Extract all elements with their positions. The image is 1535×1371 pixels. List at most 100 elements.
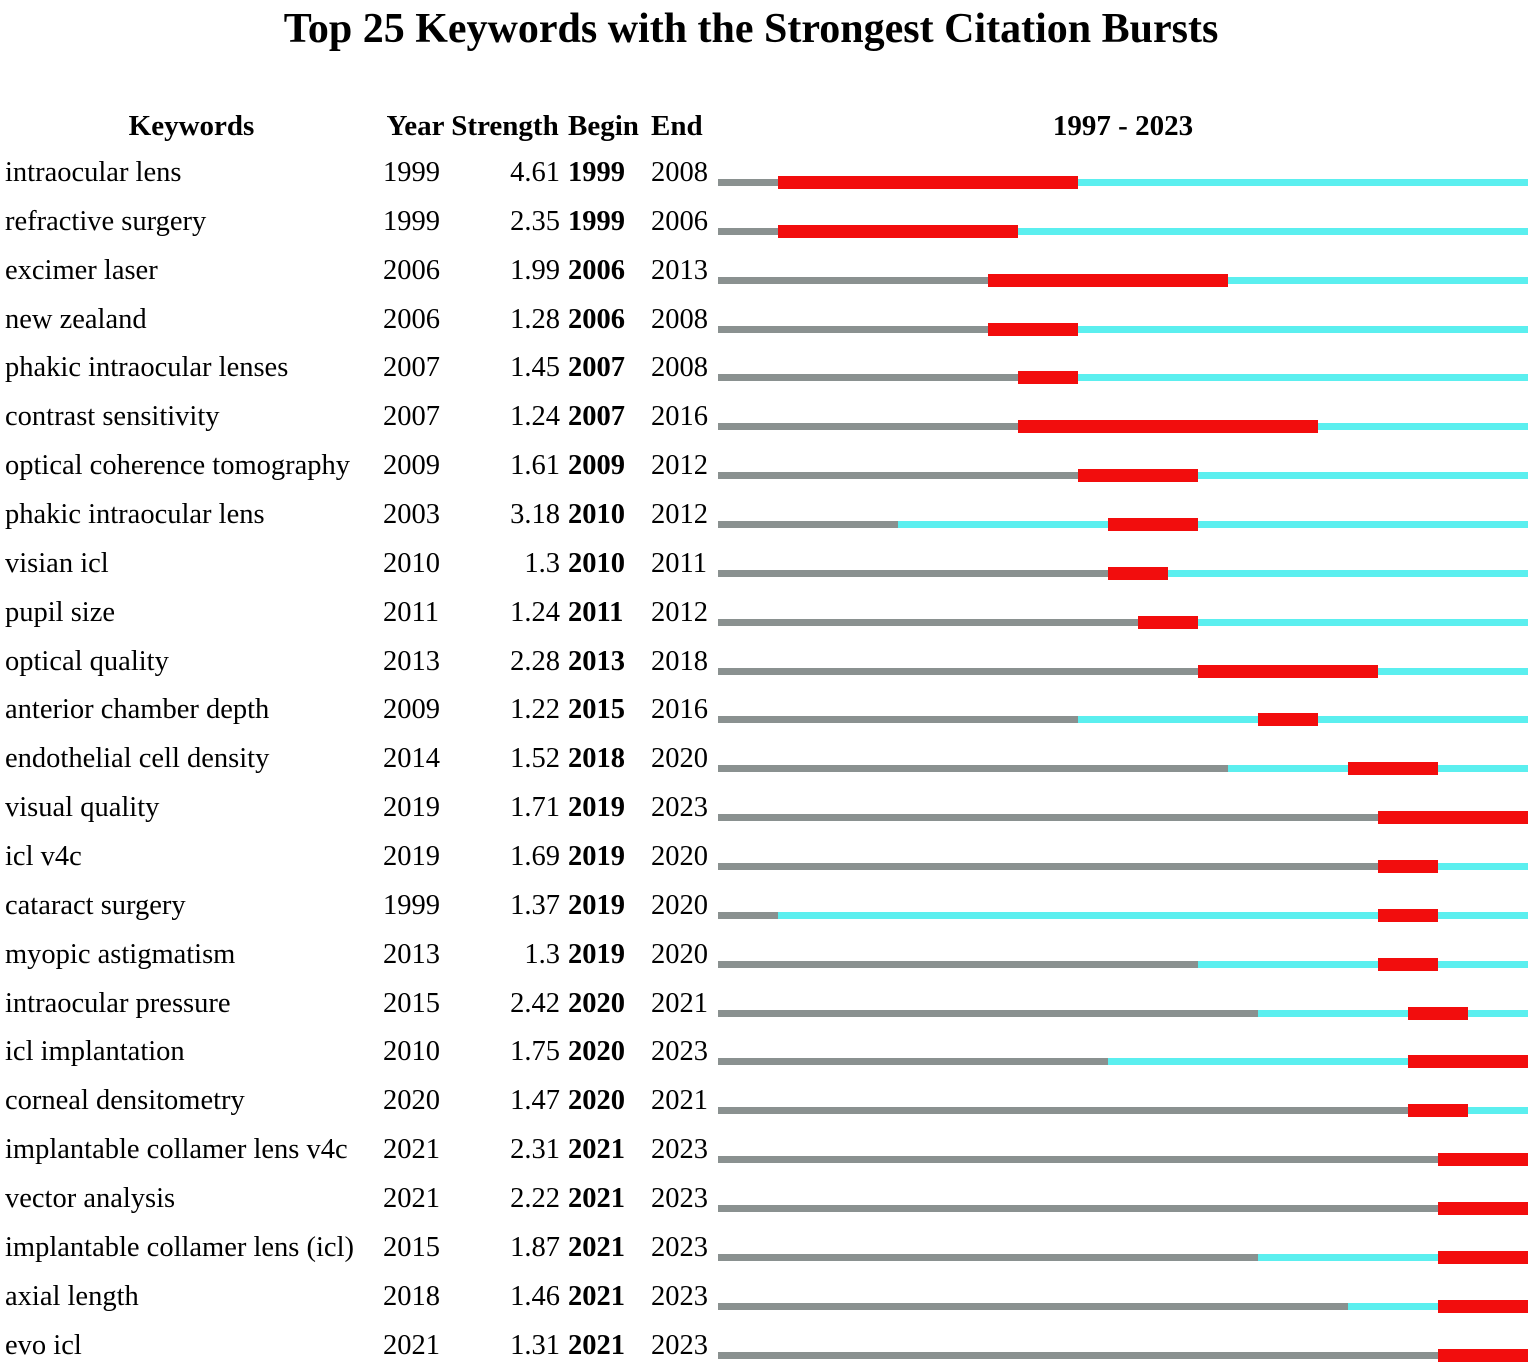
keyword-cell: visual quality: [5, 792, 160, 824]
table-row: visian icl 2010 1.3 2010 2011: [0, 541, 1535, 590]
burst-timeline-bar: [718, 469, 1528, 483]
strength-cell: 1.31: [510, 1329, 560, 1361]
burst-segment: [1438, 1202, 1528, 1216]
strength-cell: 4.61: [510, 157, 560, 188]
burst-segment: [1018, 420, 1318, 434]
strength-cell: 1.24: [510, 596, 560, 628]
burst-segment: [1258, 713, 1318, 727]
pre-period-segment: [718, 863, 1378, 871]
keyword-cell: icl v4c: [5, 841, 82, 873]
active-period-segment: [1438, 911, 1528, 919]
end-cell: 2011: [651, 547, 707, 579]
begin-cell: 2006: [568, 303, 625, 335]
pre-period-segment: [718, 472, 1078, 480]
burst-segment: [988, 322, 1078, 336]
burst-segment: [1438, 1153, 1528, 1167]
year-cell: 2009: [383, 694, 440, 726]
begin-cell: 2021: [568, 1329, 625, 1361]
burst-timeline-bar: [718, 1104, 1528, 1118]
burst-timeline-bar: [718, 566, 1528, 580]
keyword-cell: phakic intraocular lens: [5, 499, 265, 531]
year-cell: 2010: [383, 1036, 440, 1068]
end-cell: 2012: [651, 499, 708, 531]
year-cell: 2013: [383, 938, 440, 970]
burst-segment: [1108, 518, 1198, 532]
table-row: implantable collamer lens (icl) 2015 1.8…: [0, 1225, 1535, 1274]
burst-timeline-bar: [718, 860, 1528, 874]
year-cell: 2019: [383, 792, 440, 824]
col-header-year-range: 1997 - 2023: [1052, 110, 1194, 142]
end-cell: 2021: [651, 1085, 708, 1117]
year-cell: 2021: [383, 1329, 440, 1361]
burst-timeline-bar: [718, 322, 1528, 336]
burst-timeline-bar: [718, 1006, 1528, 1020]
burst-timeline-bar: [718, 1153, 1528, 1167]
begin-cell: 2013: [568, 645, 625, 677]
burst-segment: [1438, 1299, 1528, 1313]
burst-segment: [1138, 615, 1198, 629]
table-row: evo icl 2021 1.31 2021 2023: [0, 1323, 1535, 1371]
end-cell: 2020: [651, 743, 708, 775]
keyword-cell: axial length: [5, 1280, 139, 1312]
begin-cell: 2019: [568, 841, 625, 873]
keyword-cell: anterior chamber depth: [5, 694, 270, 726]
end-cell: 2016: [651, 401, 708, 433]
pre-period-segment: [718, 667, 1198, 675]
year-cell: 1999: [383, 889, 440, 921]
pre-period-segment: [718, 521, 898, 529]
active-period-segment: [1198, 521, 1528, 529]
burst-segment: [1348, 762, 1438, 776]
active-period-segment: [1258, 1009, 1408, 1017]
active-period-segment: [1438, 863, 1528, 871]
year-cell: 2021: [383, 1183, 440, 1215]
burst-timeline-bar: [718, 1202, 1528, 1216]
burst-timeline-bar: [718, 762, 1528, 776]
year-cell: 2003: [383, 499, 440, 531]
active-period-segment: [1198, 618, 1528, 626]
keyword-cell: evo icl: [5, 1329, 82, 1361]
table-row: contrast sensitivity 2007 1.24 2007 2016: [0, 394, 1535, 443]
table-row: new zealand 2006 1.28 2006 2008: [0, 297, 1535, 346]
active-period-segment: [1468, 1009, 1528, 1017]
col-header-year: Year: [386, 110, 445, 142]
keyword-cell: implantable collamer lens v4c: [5, 1134, 348, 1166]
pre-period-segment: [718, 374, 1018, 382]
pre-period-segment: [718, 716, 1078, 724]
end-cell: 2020: [651, 938, 708, 970]
year-cell: 2006: [383, 254, 440, 286]
end-cell: 2023: [651, 792, 708, 824]
keyword-cell: visian icl: [5, 547, 109, 579]
begin-cell: 2009: [568, 450, 625, 482]
keyword-cell: corneal densitometry: [5, 1085, 245, 1117]
keyword-cell: endothelial cell density: [5, 743, 270, 775]
keyword-cell: new zealand: [5, 303, 147, 335]
end-cell: 2008: [651, 352, 708, 384]
pre-period-segment: [718, 569, 1108, 577]
burst-segment: [1378, 908, 1438, 922]
keyword-cell: intraocular lens: [5, 157, 182, 188]
begin-cell: 1999: [568, 157, 625, 188]
col-header-end: End: [651, 110, 703, 142]
table-row: anterior chamber depth 2009 1.22 2015 20…: [0, 687, 1535, 736]
keyword-cell: excimer laser: [5, 254, 158, 286]
end-cell: 2023: [651, 1036, 708, 1068]
end-cell: 2021: [651, 987, 708, 1019]
end-cell: 2008: [651, 303, 708, 335]
pre-period-segment: [718, 814, 1378, 822]
year-cell: 1999: [383, 205, 440, 237]
table-row: implantable collamer lens v4c 2021 2.31 …: [0, 1127, 1535, 1176]
burst-segment: [1198, 664, 1378, 678]
pre-period-segment: [718, 1156, 1438, 1164]
pre-period-segment: [718, 1302, 1348, 1310]
keyword-cell: optical quality: [5, 645, 169, 677]
strength-cell: 1.28: [510, 303, 560, 335]
burst-segment: [1018, 371, 1078, 385]
active-period-segment: [1078, 716, 1258, 724]
burst-segment: [1438, 1348, 1528, 1362]
pre-period-segment: [718, 1058, 1108, 1066]
end-cell: 2023: [651, 1183, 708, 1215]
table-row: optical coherence tomography 2009 1.61 2…: [0, 443, 1535, 492]
burst-timeline-bar: [718, 1055, 1528, 1069]
strength-cell: 1.69: [510, 841, 560, 873]
strength-cell: 1.47: [510, 1085, 560, 1117]
